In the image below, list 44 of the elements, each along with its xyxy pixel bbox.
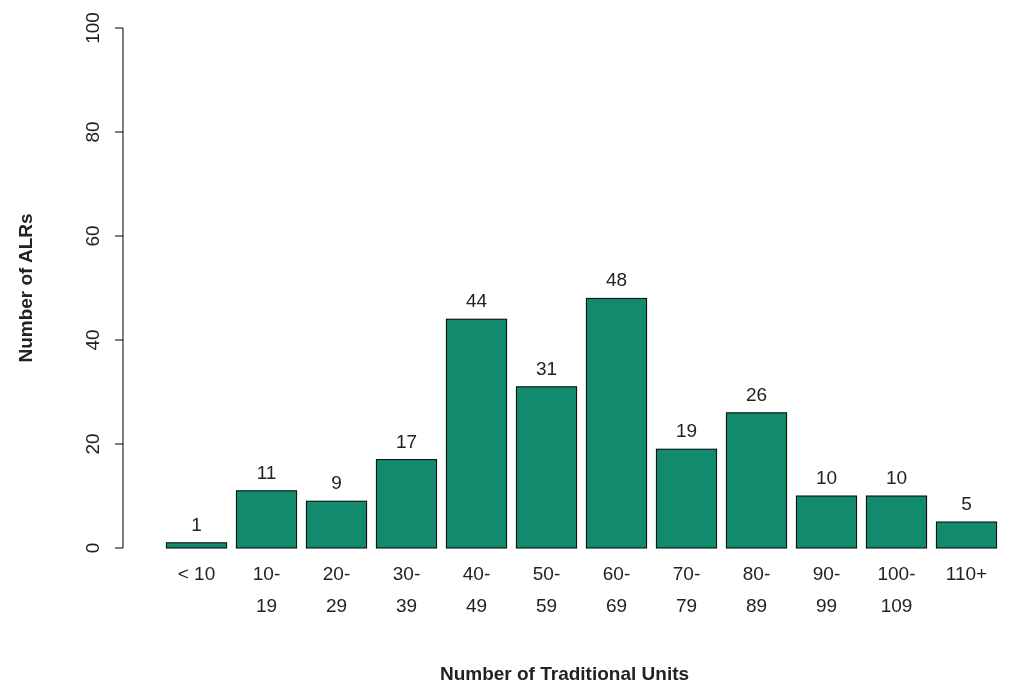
- bar: [935, 521, 998, 549]
- y-axis-title: Number of ALRs: [15, 213, 36, 363]
- bar: [865, 495, 928, 549]
- bar: [795, 495, 858, 549]
- y-tick-label: 40: [82, 329, 103, 351]
- x-tick-label: 70-79: [672, 563, 701, 616]
- data-label: 26: [745, 383, 768, 405]
- y-tick-label: 20: [82, 433, 103, 455]
- data-label: 1: [191, 513, 202, 535]
- y-tick-label: 100: [82, 12, 103, 44]
- data-label: 48: [605, 269, 628, 291]
- x-tick-label: 50-59: [532, 563, 561, 616]
- bar: [585, 297, 648, 549]
- bar: [655, 448, 718, 549]
- x-axis-title: Number of Traditional Units: [439, 663, 690, 684]
- y-tick-label: 0: [82, 542, 103, 554]
- data-label: 19: [675, 420, 698, 442]
- x-tick-label: 20-29: [322, 563, 351, 616]
- data-label: 11: [256, 461, 277, 483]
- bar: [445, 318, 508, 549]
- x-tick-label: 30-39: [392, 563, 421, 616]
- x-tick-label: < 10: [177, 563, 216, 584]
- data-label: 5: [961, 493, 972, 514]
- x-tick-label: 80-89: [742, 563, 771, 616]
- x-tick-label: 100-109: [877, 563, 916, 616]
- bar: [375, 459, 438, 549]
- x-tick-label: 90-99: [812, 563, 841, 616]
- x-tick-label: 10-19: [252, 563, 281, 616]
- x-tick-label: 110+: [945, 563, 988, 584]
- data-label: 10: [885, 467, 908, 488]
- x-tick-label: 40-49: [462, 563, 491, 616]
- data-label: 44: [465, 290, 488, 312]
- bar: [235, 490, 298, 549]
- bar: [725, 412, 788, 549]
- x-tick-label: 60-69: [602, 563, 631, 616]
- data-label: 31: [535, 357, 558, 379]
- y-tick-label: 60: [82, 225, 103, 247]
- y-tick-label: 80: [82, 121, 103, 143]
- bar: [305, 500, 368, 549]
- data-label: 10: [815, 467, 838, 488]
- data-label: 9: [331, 472, 342, 494]
- bar: [515, 386, 578, 549]
- bar: [165, 542, 228, 549]
- data-label: 17: [395, 430, 418, 452]
